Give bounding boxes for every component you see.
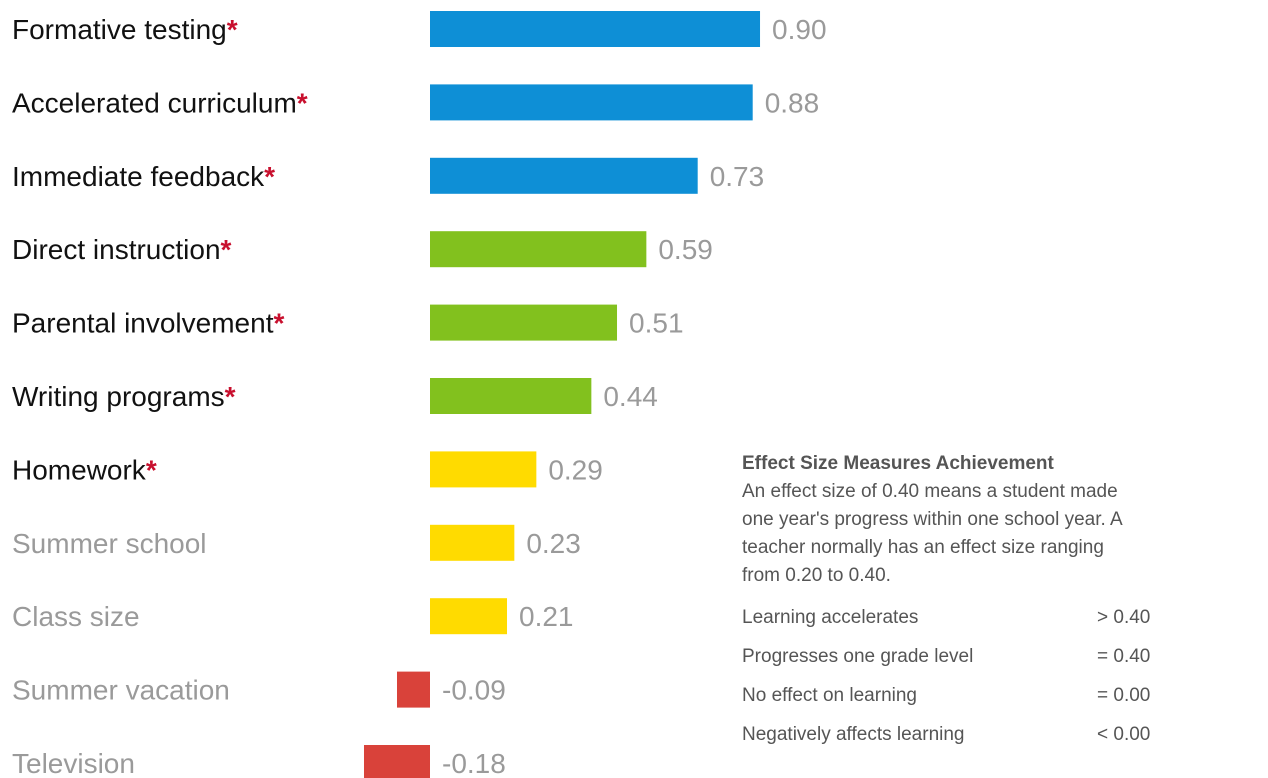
- category-label-text: Television: [12, 748, 135, 778]
- legend-row-value: = 0.40: [1097, 646, 1151, 667]
- value-label: -0.09: [442, 675, 506, 706]
- legend-description-line: from 0.20 to 0.40.: [742, 565, 891, 586]
- value-label: 0.90: [772, 14, 827, 45]
- legend-row: Negatively affects learning < 0.00: [742, 715, 1262, 754]
- category-label: Summer vacation: [12, 675, 230, 706]
- value-label: 0.51: [629, 308, 684, 339]
- legend-row-value: < 0.00: [1097, 724, 1151, 745]
- category-label-text: Parental involvement: [12, 308, 274, 339]
- legend-title: Effect Size Measures Achievement: [742, 453, 1054, 474]
- legend-row-value: = 0.00: [1097, 685, 1151, 706]
- significance-marker: *: [297, 87, 308, 118]
- category-label: Direct instruction*: [12, 234, 232, 265]
- category-label-text: Formative testing: [12, 14, 227, 45]
- legend-row: Learning accelerates > 0.40: [742, 598, 1262, 637]
- bar: [430, 598, 508, 635]
- bar: [430, 304, 618, 341]
- bar: [430, 157, 698, 194]
- value-label: 0.44: [603, 381, 658, 412]
- category-label: Immediate feedback*: [12, 161, 275, 192]
- bar: [430, 11, 761, 47]
- significance-marker: *: [264, 161, 275, 192]
- category-label-text: Immediate feedback: [12, 161, 265, 192]
- category-label-text: Class size: [12, 601, 140, 632]
- category-label: Class size: [12, 601, 140, 632]
- category-label-text: Direct instruction: [12, 234, 221, 265]
- value-label: -0.18: [442, 748, 506, 778]
- category-label: Writing programs*: [12, 381, 236, 412]
- legend-row-label: Learning accelerates: [742, 607, 919, 628]
- effect-size-legend: Effect Size Measures Achievement An effe…: [742, 450, 1262, 754]
- category-label: Formative testing*: [12, 14, 238, 45]
- category-label-text: Writing programs: [12, 381, 225, 412]
- bar: [430, 231, 647, 268]
- bar: [430, 524, 515, 561]
- significance-marker: *: [227, 14, 238, 45]
- legend-row: No effect on learning = 0.00: [742, 676, 1262, 715]
- bar: [430, 451, 537, 488]
- legend-row-label: Progresses one grade level: [742, 646, 974, 667]
- bar: [430, 378, 592, 414]
- legend-description-line: An effect size of 0.40 means a student m…: [742, 481, 1118, 502]
- value-label: 0.29: [548, 454, 603, 485]
- category-label: Parental involvement*: [12, 308, 284, 339]
- legend-row: Progresses one grade level = 0.40: [742, 637, 1262, 676]
- significance-marker: *: [273, 308, 284, 339]
- legend-description-line: one year's progress within one school ye…: [742, 509, 1123, 530]
- legend-row-value: > 0.40: [1097, 607, 1151, 628]
- category-label-text: Accelerated curriculum: [12, 87, 297, 118]
- category-label: Accelerated curriculum*: [12, 87, 308, 118]
- value-label: 0.21: [519, 601, 574, 632]
- bar: [396, 671, 430, 708]
- value-label: 0.73: [710, 161, 765, 192]
- value-label: 0.88: [765, 87, 820, 118]
- significance-marker: *: [225, 381, 236, 412]
- value-label: 0.59: [658, 234, 713, 265]
- legend-row-label: No effect on learning: [742, 685, 917, 706]
- legend-description: An effect size of 0.40 means a student m…: [742, 478, 1262, 590]
- value-label: 0.23: [526, 528, 581, 559]
- bar: [430, 84, 753, 121]
- category-label: Homework*: [12, 454, 157, 485]
- legend-description-line: teacher normally has an effect size rang…: [742, 537, 1104, 558]
- bar: [363, 745, 430, 778]
- category-label-text: Summer vacation: [12, 675, 230, 706]
- significance-marker: *: [221, 234, 232, 265]
- significance-marker: *: [146, 454, 157, 485]
- category-label-text: Homework: [12, 454, 147, 485]
- category-label-text: Summer school: [12, 528, 207, 559]
- category-label: Summer school: [12, 528, 207, 559]
- category-label: Television: [12, 748, 135, 778]
- legend-row-label: Negatively affects learning: [742, 724, 965, 745]
